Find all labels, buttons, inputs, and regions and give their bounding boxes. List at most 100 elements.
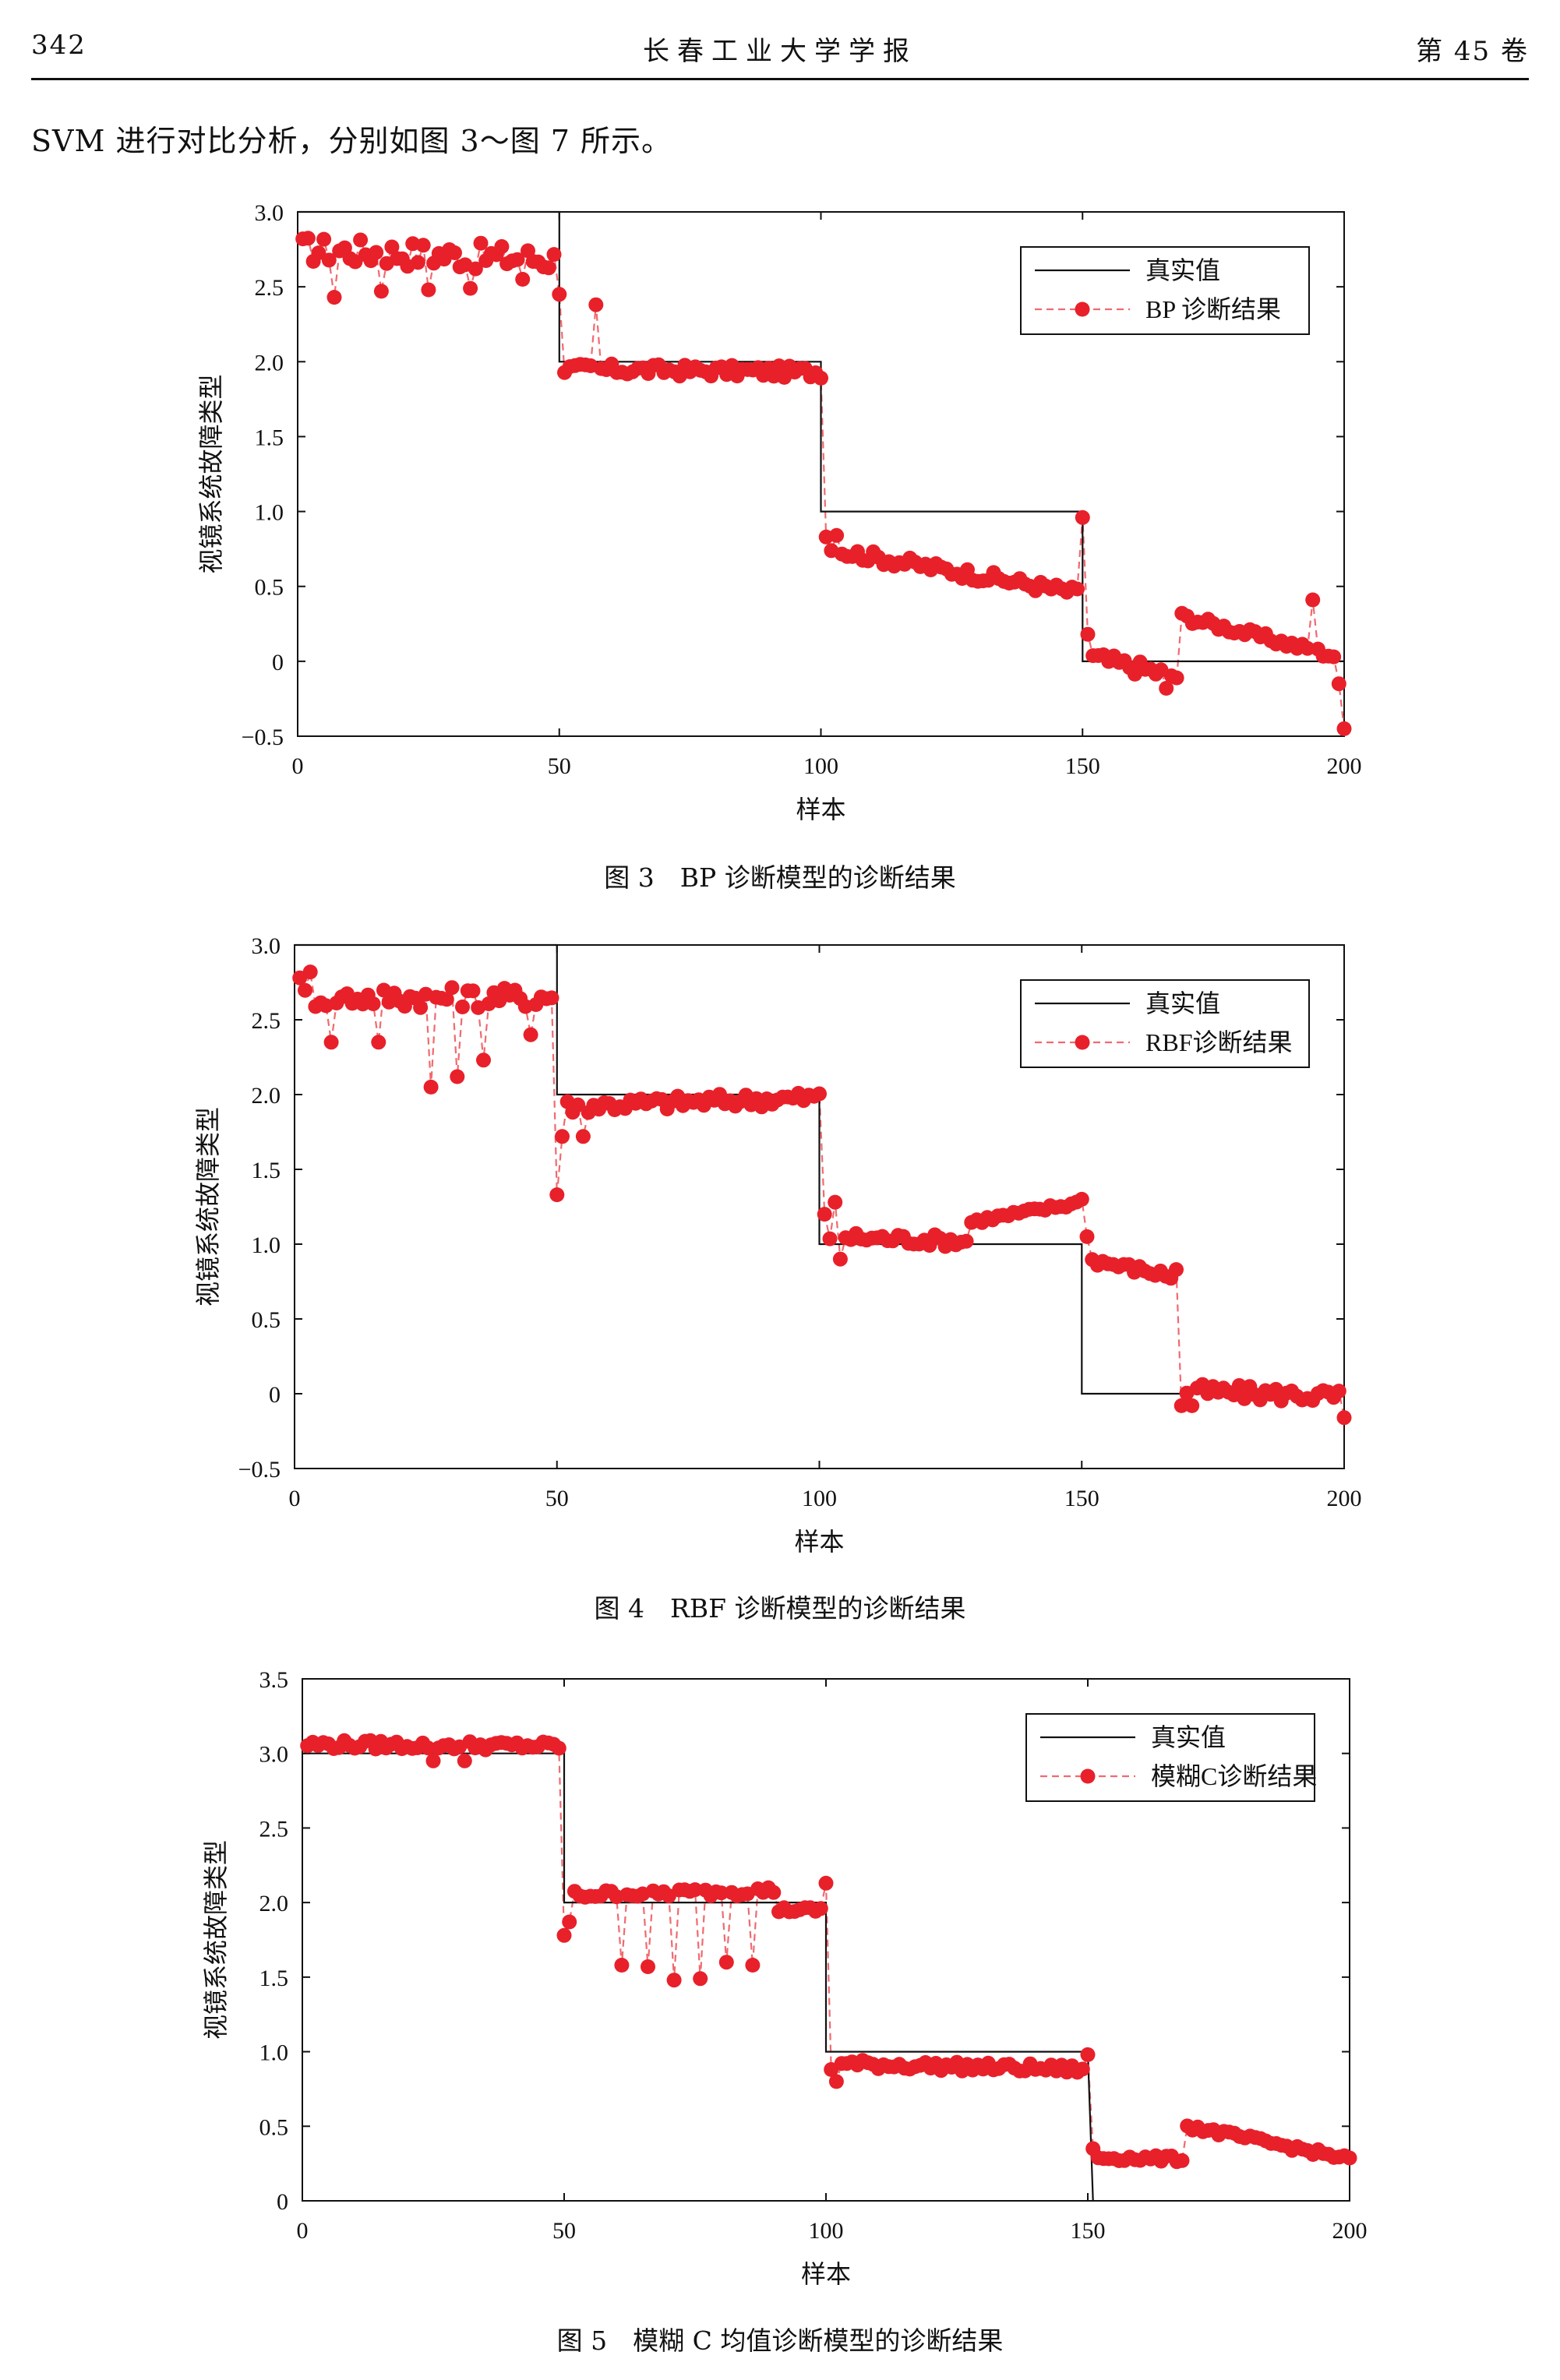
y-tick-label: 1.5 <box>252 1158 281 1183</box>
pred-point <box>1080 626 1096 642</box>
true-series-line <box>295 943 1344 1395</box>
pred-point <box>1079 1229 1095 1244</box>
pred-point <box>1169 670 1184 686</box>
pred-point <box>369 245 384 260</box>
pred-point <box>1184 1398 1200 1413</box>
pred-point <box>766 1885 782 1900</box>
pred-point <box>316 231 332 247</box>
figure-4: −0.5 0 0.5 1.0 1.5 2.0 2.5 3.0 0 50 100 150 200 样本 视镜系… <box>0 931 1560 1585</box>
y-tick-label: 2.5 <box>252 1008 281 1034</box>
x-axis-label: 样本 <box>794 1528 844 1556</box>
pred-point <box>323 1035 339 1050</box>
legend-true-label: 真实值 <box>1145 989 1220 1017</box>
pred-point <box>373 284 389 299</box>
y-tick-label: 0.5 <box>252 1307 281 1333</box>
pred-point <box>575 1129 591 1144</box>
y-tick-label: 2.0 <box>255 350 284 376</box>
x-tick-label: 200 <box>1332 2218 1368 2244</box>
pred-point <box>365 996 381 1011</box>
pred-point <box>510 252 525 267</box>
pred-point <box>1075 509 1090 525</box>
pred-point <box>476 1052 491 1068</box>
pred-point <box>439 992 454 1007</box>
pred-point <box>1342 2150 1357 2166</box>
pred-point <box>302 964 318 980</box>
figure-3: −0.5 0 0.5 1.0 1.5 2.0 2.5 3.0 0 50 100 150 200 样本 视镜系… <box>0 195 1560 849</box>
y-tick-label: 3.0 <box>255 200 284 226</box>
pred-point <box>1174 2153 1190 2168</box>
legend-pred-label: BP 诊断结果 <box>1145 295 1281 323</box>
pred-point <box>541 260 556 276</box>
pred-point <box>1300 640 1315 656</box>
pred-point <box>326 290 342 305</box>
y-tick-label: −0.5 <box>238 1457 281 1483</box>
pred-point <box>817 1207 832 1222</box>
pred-point <box>693 1971 708 1987</box>
pred-point <box>450 1069 465 1084</box>
pred-point <box>1305 592 1321 608</box>
legend-pred-label: RBF诊断结果 <box>1145 1028 1293 1056</box>
pred-point <box>556 1927 572 1943</box>
pred-point <box>549 1187 565 1203</box>
y-axis-label: 视镜系统故障类型 <box>202 1840 230 2040</box>
figure-5-caption: 图 5 模糊 C 均值诊断模型的诊断结果 <box>556 2325 1004 2356</box>
pred-point <box>447 245 462 260</box>
pred-point <box>714 1885 729 1901</box>
pred-point <box>771 358 787 374</box>
pred-point <box>813 1901 828 1916</box>
pred-point <box>614 1958 630 1973</box>
pred-point <box>812 1086 827 1102</box>
y-axis-label: 视镜系统故障类型 <box>197 374 225 573</box>
pred-point <box>1159 681 1174 696</box>
pred-point <box>300 231 316 246</box>
pred-point <box>494 239 510 254</box>
pred-point <box>555 1129 570 1144</box>
pred-point <box>1331 676 1346 692</box>
x-tick-label: 150 <box>1065 753 1100 779</box>
legend-pred-marker <box>1080 1768 1096 1784</box>
pred-point <box>562 1914 577 1930</box>
pred-point <box>455 1000 470 1014</box>
pred-point <box>423 1079 439 1095</box>
pred-point <box>1331 1384 1346 1399</box>
y-tick-label: 3.0 <box>259 1742 289 1768</box>
pred-point <box>1070 581 1085 597</box>
pred-point <box>958 1233 974 1249</box>
pred-point <box>570 1097 586 1112</box>
pred-point <box>421 282 436 298</box>
x-axis-label: 样本 <box>801 2260 851 2288</box>
pred-point <box>463 280 478 296</box>
y-tick-label: 0 <box>277 2189 288 2215</box>
y-tick-label: 1.5 <box>255 425 284 450</box>
pred-point <box>348 254 363 270</box>
pred-point <box>457 1753 472 1768</box>
pred-point <box>588 297 604 312</box>
pred-point <box>415 238 431 253</box>
pred-point <box>1080 2047 1096 2062</box>
chart-2: 0 0.5 1.0 1.5 2.0 2.5 3.0 3.5 0 50 100 150 200 样本 视镜系统… <box>202 1667 1368 2288</box>
pred-point <box>814 370 828 386</box>
pred-point <box>552 287 567 302</box>
chart-0: −0.5 0 0.5 1.0 1.5 2.0 2.5 3.0 0 50 100 150 200 样本 视镜系… <box>197 200 1362 823</box>
pred-point <box>1074 1191 1089 1207</box>
intro-paragraph: SVM 进行对比分析，分别如图 3～图 7 所示。 <box>31 124 672 158</box>
pred-point <box>551 1740 566 1756</box>
y-tick-label: 1.0 <box>252 1232 281 1258</box>
x-tick-label: 0 <box>297 2218 309 2244</box>
pred-point <box>828 1194 843 1210</box>
pred-point <box>420 1740 436 1756</box>
y-tick-label: 2.5 <box>255 275 284 301</box>
legend-box <box>1025 1713 1315 1802</box>
pred-point <box>1336 721 1352 736</box>
x-tick-label: 200 <box>1327 1486 1362 1511</box>
pred-point <box>687 1882 703 1898</box>
legend-box <box>1020 246 1310 335</box>
x-tick-label: 50 <box>552 2218 576 2244</box>
legend-true-label: 真实值 <box>1145 256 1220 284</box>
legend: 真实值 BP 诊断结果 <box>1020 246 1310 335</box>
pred-point <box>298 982 312 998</box>
x-tick-label: 50 <box>548 753 571 779</box>
pred-point <box>745 1958 761 1973</box>
pred-point <box>371 1035 386 1050</box>
